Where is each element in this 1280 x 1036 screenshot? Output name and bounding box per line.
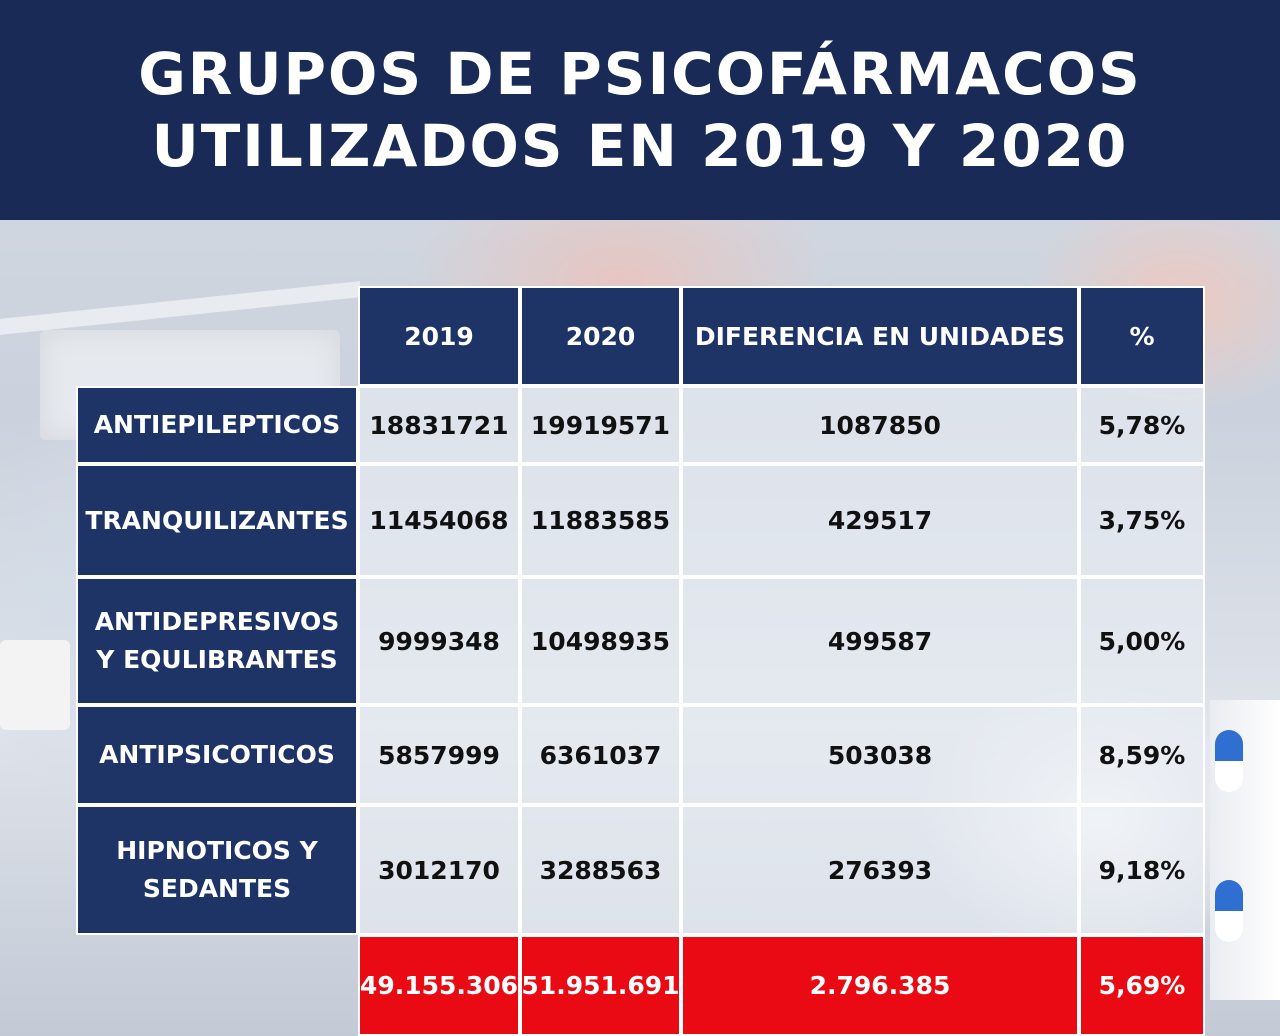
medicine-box-shape xyxy=(0,640,70,730)
table-cell: 10498935 xyxy=(520,577,681,705)
column-header: 2019 xyxy=(358,286,520,386)
row-label: ANTIDEPRESIVOS Y EQULIBRANTES xyxy=(76,577,358,705)
row-label-line: SEDANTES xyxy=(142,874,292,903)
table-cell: 9999348 xyxy=(358,577,520,705)
row-label-line: Y EQULIBRANTES xyxy=(96,645,338,674)
title-line-2: UTILIZADOS EN 2019 Y 2020 xyxy=(151,112,1129,180)
title-line-1: GRUPOS DE PSICOFÁRMACOS xyxy=(138,40,1142,108)
table-cell: 5,78% xyxy=(1079,386,1205,464)
row-label: ANTIPSICOTICOS xyxy=(76,705,358,805)
table-cell: 8,59% xyxy=(1079,705,1205,805)
table-cell: 19919571 xyxy=(520,386,681,464)
row-label-line: ANTIDEPRESIVOS xyxy=(94,607,340,636)
total-cell: 5,69% xyxy=(1079,935,1205,1036)
row-label: ANTIEPILEPTICOS xyxy=(76,386,358,464)
table-cell: 499587 xyxy=(681,577,1079,705)
column-header: 2020 xyxy=(520,286,681,386)
table-cell: 1087850 xyxy=(681,386,1079,464)
total-cell: 51.951.691 xyxy=(520,935,681,1036)
column-header: DIFERENCIA EN UNIDADES xyxy=(681,286,1079,386)
table-cell: 429517 xyxy=(681,464,1079,577)
table-cell: 5857999 xyxy=(358,705,520,805)
total-cell: 49.155.306 xyxy=(358,935,520,1036)
table-cell: 18831721 xyxy=(358,386,520,464)
total-cell: 2.796.385 xyxy=(681,935,1079,1036)
shelf-shape xyxy=(0,281,360,335)
pill-capsule-shape xyxy=(1215,880,1243,942)
pill-capsule-shape xyxy=(1215,730,1243,792)
table-cell: 3,75% xyxy=(1079,464,1205,577)
title-banner: GRUPOS DE PSICOFÁRMACOS UTILIZADOS EN 20… xyxy=(0,0,1280,220)
table-cell: 503038 xyxy=(681,705,1079,805)
table-cell: 3012170 xyxy=(358,805,520,935)
row-label-line: HIPNOTICOS Y xyxy=(116,836,318,865)
table-cell: 276393 xyxy=(681,805,1079,935)
table-cell: 11883585 xyxy=(520,464,681,577)
row-label: TRANQUILIZANTES xyxy=(76,464,358,577)
column-header: % xyxy=(1079,286,1205,386)
table-cell: 9,18% xyxy=(1079,805,1205,935)
row-label: HIPNOTICOS Y SEDANTES xyxy=(76,805,358,935)
table-cell: 11454068 xyxy=(358,464,520,577)
table-cell: 6361037 xyxy=(520,705,681,805)
table-cell: 3288563 xyxy=(520,805,681,935)
table-cell: 5,00% xyxy=(1079,577,1205,705)
